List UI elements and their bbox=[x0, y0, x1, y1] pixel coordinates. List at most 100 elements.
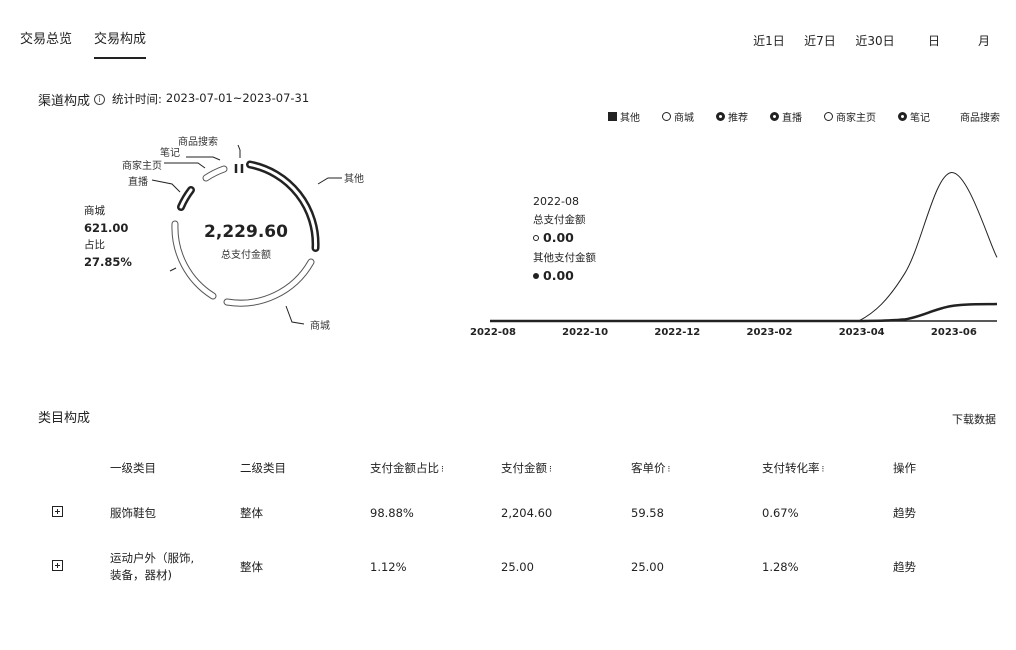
chart-tooltip: 2022-08 总支付金额 0.00 其他支付金额 0.00 bbox=[533, 195, 596, 289]
category-table: 一级类目 二级类目 支付金额占比 ⁝ 支付金额 ⁝ 客单价 ⁝ 支付转化率 ⁝ 操作 服… bbox=[38, 448, 953, 596]
stat-time-label: 统计时间: bbox=[112, 92, 162, 106]
checkbox-icon bbox=[608, 112, 617, 121]
legend-label: 商品搜索 bbox=[960, 113, 1000, 124]
category-title: 类目构成 bbox=[38, 411, 91, 426]
legend-item-notes[interactable]: 笔记 bbox=[898, 109, 930, 124]
series-marker-icon bbox=[533, 273, 539, 279]
legend-label: 商城 bbox=[674, 113, 694, 124]
cell-conversion: 1.28% bbox=[762, 560, 799, 574]
header-label: 客单价 bbox=[631, 461, 666, 475]
tooltip-value-text: 0.00 bbox=[543, 268, 574, 283]
x-tick-label: 2022-12 bbox=[654, 327, 701, 338]
tooltip-label-other: 其他支付金额 bbox=[533, 252, 596, 264]
series-line-0 bbox=[489, 172, 998, 322]
x-tick-label: 2023-04 bbox=[838, 327, 885, 338]
header-ratio[interactable]: 支付金额占比 ⁝ bbox=[370, 448, 501, 488]
stat-time: 统计时间: 2023-07-01~2023-07-31 bbox=[112, 91, 309, 107]
donut-segment-live bbox=[177, 186, 195, 211]
sort-icon: ⁝ bbox=[667, 465, 671, 475]
expand-plus-icon[interactable] bbox=[52, 560, 63, 571]
donut-label-shop-home: 商家主页 bbox=[122, 161, 162, 172]
legend-label: 直播 bbox=[782, 113, 802, 124]
legend-item-search[interactable]: 商品搜索 bbox=[960, 109, 1000, 124]
radio-icon bbox=[824, 112, 833, 121]
expand-plus-icon[interactable] bbox=[52, 506, 63, 517]
header-label: 支付金额占比 bbox=[370, 461, 439, 475]
cell-unit-price: 59.58 bbox=[631, 506, 664, 520]
legend-item-mall[interactable]: 商城 bbox=[662, 109, 694, 124]
range-day[interactable]: 日 bbox=[927, 34, 940, 48]
channel-title: 渠道构成 i bbox=[38, 90, 106, 109]
x-tick-label: 2022-10 bbox=[562, 327, 609, 338]
selected-channel-name: 商城 bbox=[84, 205, 105, 217]
x-tick-label: 2022-08 bbox=[470, 327, 516, 338]
tab-composition[interactable]: 交易构成 bbox=[94, 28, 147, 59]
cell-amount: 2,204.60 bbox=[501, 506, 553, 520]
radio-icon bbox=[770, 112, 779, 121]
sort-icon: ⁝ bbox=[441, 465, 444, 475]
top-tabs: 交易总览 交易构成 bbox=[20, 28, 147, 59]
total-pay-amount: 2,229.60 bbox=[204, 222, 288, 242]
header-label: 支付转化率 bbox=[762, 461, 820, 475]
legend-label: 其他 bbox=[620, 113, 640, 124]
time-range-selector: 近1日 近7日 近30日 日 月 bbox=[744, 32, 1004, 49]
header-label: 支付金额 bbox=[501, 461, 547, 475]
legend-item-other[interactable]: 其他 bbox=[608, 109, 640, 124]
donut-label-notes: 笔记 bbox=[160, 148, 180, 159]
radio-icon bbox=[716, 112, 725, 121]
expand-cell bbox=[38, 538, 110, 596]
selected-channel-ratio-label: 占比 bbox=[84, 239, 105, 251]
tooltip-value-total: 0.00 bbox=[533, 231, 596, 245]
cell-unit-price: 25.00 bbox=[631, 560, 664, 574]
trend-link[interactable]: 趋势 bbox=[893, 560, 916, 574]
info-icon[interactable]: i bbox=[94, 94, 106, 105]
tooltip-date: 2022-08 bbox=[533, 195, 579, 208]
stat-time-range: 2023-07-01~2023-07-31 bbox=[165, 91, 310, 105]
cell-ratio: 98.88% bbox=[370, 506, 414, 520]
header-level2: 二级类目 bbox=[240, 461, 286, 475]
header-unit-price[interactable]: 客单价 ⁝ bbox=[631, 448, 762, 488]
x-tick-label: 2023-02 bbox=[746, 327, 793, 338]
trend-link[interactable]: 趋势 bbox=[893, 506, 916, 520]
total-pay-amount-label: 总支付金额 bbox=[221, 250, 271, 261]
series-marker-icon bbox=[533, 235, 539, 241]
table-row: 运动户外（服饰, 装备，器材) 整体 1.12% 25.00 25.00 1.2… bbox=[38, 538, 953, 596]
download-data-button[interactable]: 下载数据 bbox=[952, 413, 996, 426]
cell-level1: 运动户外（服饰, 装备，器材) bbox=[110, 551, 195, 582]
selected-channel-stats: 商城 621.00 占比 27.85% bbox=[84, 203, 132, 271]
donut-label-mall: 商城 bbox=[310, 321, 330, 332]
selected-channel-ratio: 27.85% bbox=[84, 255, 132, 269]
tooltip-value-other: 0.00 bbox=[533, 269, 596, 283]
cell-amount: 25.00 bbox=[501, 560, 534, 574]
range-30days[interactable]: 近30日 bbox=[855, 34, 895, 48]
donut-label-live: 直播 bbox=[128, 177, 148, 188]
legend-item-shop-home[interactable]: 商家主页 bbox=[824, 109, 876, 124]
header-level1: 一级类目 bbox=[110, 461, 156, 475]
chart-legend: 其他 商城 推荐 直播 商家主页 笔记 商品搜索 bbox=[608, 109, 1000, 124]
table-header-row: 一级类目 二级类目 支付金额占比 ⁝ 支付金额 ⁝ 客单价 ⁝ 支付转化率 ⁝ 操作 bbox=[38, 448, 953, 488]
sort-icon: ⁝ bbox=[821, 465, 825, 475]
legend-label: 推荐 bbox=[728, 113, 748, 124]
header-amount[interactable]: 支付金额 ⁝ bbox=[501, 448, 631, 488]
x-tick-label: 2023-06 bbox=[930, 327, 977, 338]
donut-segment-shop-home bbox=[202, 165, 228, 182]
legend-label: 商家主页 bbox=[836, 113, 876, 124]
tooltip-label-total: 总支付金额 bbox=[533, 214, 586, 226]
range-month[interactable]: 月 bbox=[977, 34, 990, 48]
header-conversion[interactable]: 支付转化率 ⁝ bbox=[762, 448, 893, 488]
selected-channel-value: 621.00 bbox=[84, 221, 129, 235]
range-1day[interactable]: 近1日 bbox=[753, 34, 785, 48]
header-expand bbox=[38, 448, 110, 488]
radio-icon bbox=[898, 112, 907, 121]
legend-item-recommend[interactable]: 推荐 bbox=[716, 109, 748, 124]
donut-segment-mall bbox=[223, 258, 315, 307]
range-7days[interactable]: 近7日 bbox=[804, 34, 836, 48]
tab-overview[interactable]: 交易总览 bbox=[20, 32, 73, 47]
donut-label-search: 商品搜索 bbox=[178, 137, 218, 148]
table-row: 服饰鞋包 整体 98.88% 2,204.60 59.58 0.67% 趋势 bbox=[38, 488, 953, 538]
legend-item-live[interactable]: 直播 bbox=[770, 109, 802, 124]
donut-label-other: 其他 bbox=[344, 174, 364, 185]
sort-icon: ⁝ bbox=[549, 465, 552, 475]
header-action: 操作 bbox=[893, 461, 916, 475]
radio-icon bbox=[662, 112, 671, 121]
